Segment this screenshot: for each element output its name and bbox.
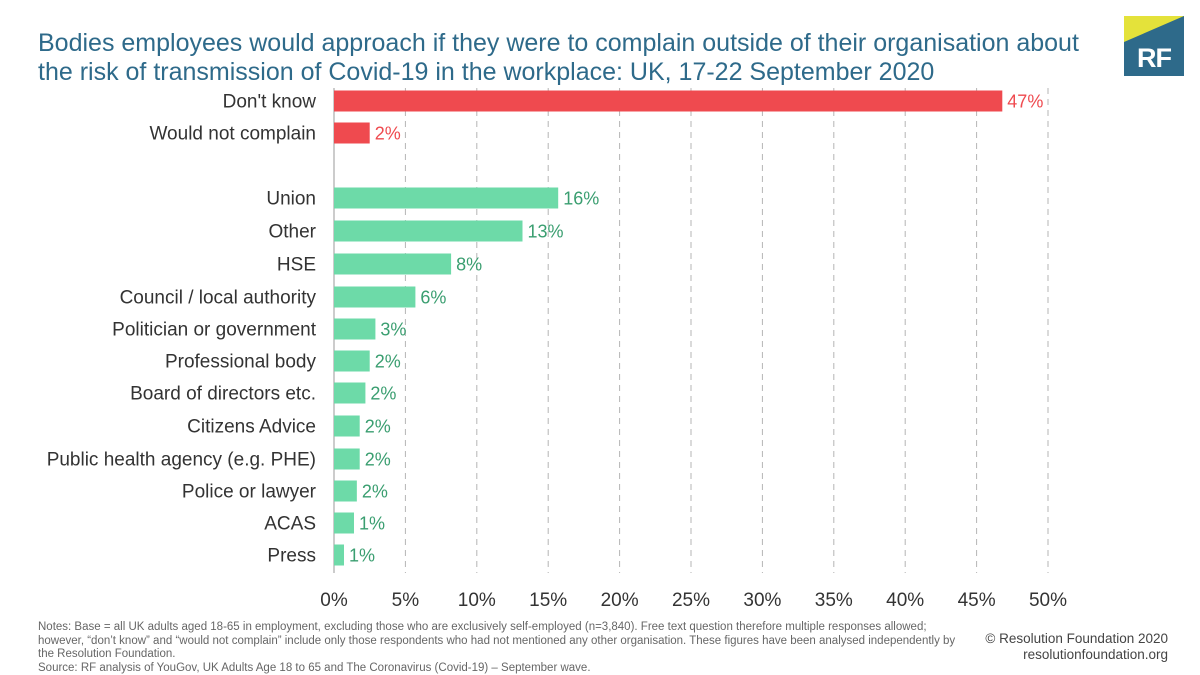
value-label: 3% — [380, 320, 406, 340]
x-tick-label: 45% — [958, 590, 996, 611]
bar — [334, 187, 559, 209]
value-label: 1% — [359, 514, 385, 534]
bar-chart: 0% 5% 10% 15% 20% 25% 30% 35% 40% 45% 50% Don't kno… — [47, 88, 1067, 612]
value-label: 6% — [420, 288, 446, 308]
x-tick-label: 0% — [320, 590, 348, 611]
chart-title: Bodies employees would approach if they … — [38, 29, 1079, 86]
category-label: HSE — [277, 255, 316, 276]
logo-text: RF — [1137, 43, 1172, 73]
category-label: Council / local authority — [120, 288, 317, 309]
value-label: 16% — [563, 189, 599, 209]
website-link[interactable]: resolutionfoundation.org — [1023, 647, 1168, 662]
value-label: 1% — [349, 546, 375, 566]
bar — [334, 512, 354, 534]
category-label: Would not complain — [149, 124, 316, 145]
bar — [334, 415, 360, 437]
value-label: 2% — [365, 417, 391, 437]
bar — [334, 286, 416, 308]
value-label: 2% — [365, 450, 391, 470]
grid-lines — [333, 88, 1049, 573]
bar — [334, 220, 523, 242]
bar — [334, 90, 1003, 112]
x-tick-label: 5% — [392, 590, 420, 611]
value-label: 2% — [370, 384, 396, 404]
category-label: Board of directors etc. — [130, 384, 316, 405]
category-label: Police or lawyer — [182, 482, 317, 503]
value-label: 47% — [1007, 92, 1043, 112]
category-label: Other — [268, 222, 316, 243]
footer-credits: © Resolution Foundation 2020 resolutionf… — [985, 631, 1168, 663]
x-tick-label: 15% — [529, 590, 567, 611]
value-label: 2% — [375, 124, 401, 144]
category-label: Professional body — [165, 352, 317, 373]
x-tick-label: 30% — [743, 590, 781, 611]
x-tick-label: 20% — [601, 590, 639, 611]
bar — [334, 350, 370, 372]
bar — [334, 382, 366, 404]
copyright-text: © Resolution Foundation 2020 — [985, 631, 1168, 646]
value-label: 2% — [362, 482, 388, 502]
rf-logo: RF — [1124, 16, 1184, 76]
value-label: 2% — [375, 352, 401, 372]
bar — [334, 544, 344, 566]
value-label: 13% — [527, 222, 563, 242]
category-label: Citizens Advice — [187, 417, 316, 438]
value-label: 8% — [456, 255, 482, 275]
bar — [334, 318, 376, 340]
source-text: Source: RF analysis of YouGov, UK Adults… — [38, 661, 591, 674]
x-tick-label: 50% — [1029, 590, 1067, 611]
category-label: ACAS — [264, 514, 316, 535]
bar — [334, 448, 360, 470]
bars — [334, 90, 1003, 566]
category-label: Politician or government — [112, 320, 317, 341]
category-label: Press — [267, 546, 316, 567]
footer-notes: Notes: Base = all UK adults aged 18-65 i… — [38, 621, 968, 675]
bar — [334, 480, 357, 502]
category-label: Public health agency (e.g. PHE) — [47, 450, 316, 471]
bar — [334, 122, 370, 144]
x-tick-label: 40% — [886, 590, 924, 611]
x-tick-label: 35% — [815, 590, 853, 611]
notes-text: Notes: Base = all UK adults aged 18-65 i… — [38, 621, 956, 660]
category-label: Don't know — [223, 92, 317, 113]
x-tick-label: 10% — [458, 590, 496, 611]
category-label: Union — [266, 189, 316, 210]
x-tick-label: 25% — [672, 590, 710, 611]
labels: 0% 5% 10% 15% 20% 25% 30% 35% 40% 45% 50% Don't kno… — [47, 92, 1067, 612]
bar — [334, 253, 452, 275]
